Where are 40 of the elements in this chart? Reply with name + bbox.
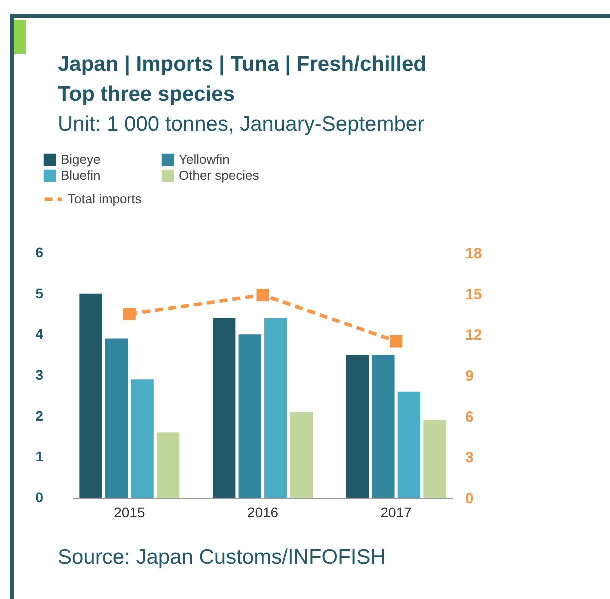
legend-label: Bluefin: [61, 168, 101, 183]
bar: [372, 355, 395, 498]
legend-label: Total imports: [68, 192, 142, 206]
x-tick-label: 2016: [247, 504, 279, 520]
y-tick-label: 0: [36, 490, 44, 506]
bar: [105, 338, 128, 498]
y-tick-label: 2: [36, 408, 44, 424]
legend-label: Other species: [179, 168, 260, 183]
point: [256, 288, 270, 302]
bar: [290, 412, 313, 498]
y2-tick-label: 6: [466, 408, 474, 426]
y2-tick-label: 12: [466, 327, 482, 344]
y2-tick-label: 9: [466, 368, 474, 385]
bar: [80, 294, 102, 498]
point: [390, 335, 403, 348]
bar: [346, 355, 370, 498]
y2-tick-label: 15: [466, 286, 482, 304]
y2-tick-label: 18: [466, 246, 482, 262]
point: [123, 308, 136, 320]
y-tick-label: 3: [36, 367, 44, 383]
x-tick-label: 2017: [380, 504, 412, 520]
y-tick-label: 4: [36, 326, 44, 342]
y2-tick-label: 3: [466, 450, 474, 467]
bar: [238, 334, 262, 498]
bar: [213, 318, 236, 498]
chart-subtitle: Unit: 1 000 tonnes, January-September: [58, 113, 425, 137]
bar: [156, 432, 180, 498]
y-tick-label: 1: [36, 448, 44, 465]
legend-label: Bigeye: [61, 152, 101, 167]
y-tick-label: 6: [36, 244, 44, 260]
source-note: Source: Japan Customs/INFOFISH: [58, 546, 386, 570]
legend-label: Yellowfin: [179, 152, 230, 167]
bar: [424, 420, 446, 498]
bar: [398, 392, 421, 498]
y-tick-label: 5: [36, 285, 44, 302]
x-tick-label: 2015: [114, 504, 146, 520]
y2-tick-label: 0: [466, 490, 474, 508]
bar: [131, 380, 154, 498]
chart-title: Japan | Imports | Tuna | Fresh/chilled Top three species: [58, 52, 428, 108]
bar: [264, 318, 288, 498]
